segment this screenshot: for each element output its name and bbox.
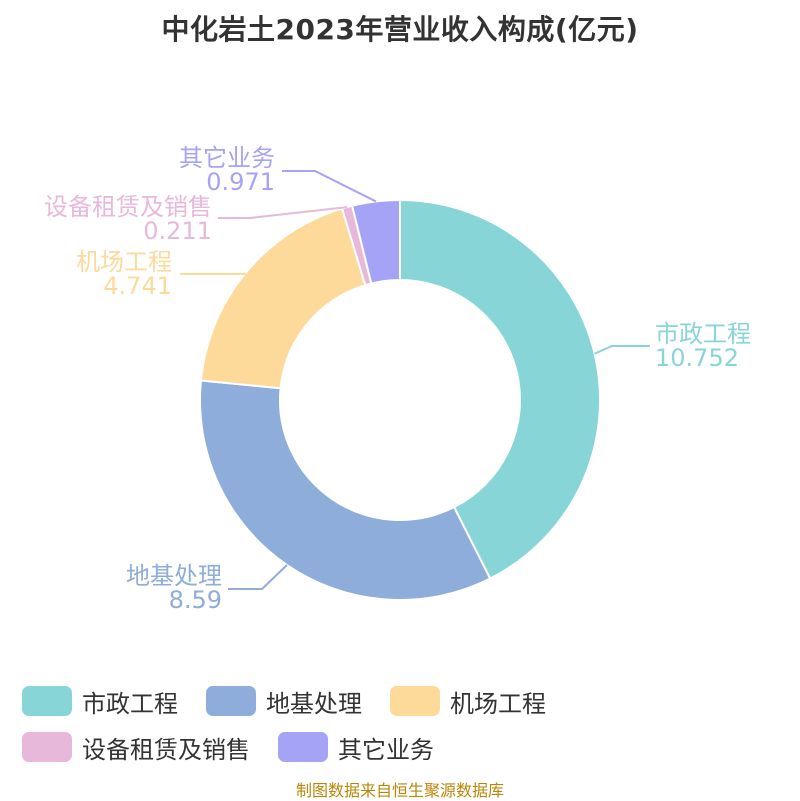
leader-line-3 bbox=[180, 272, 246, 275]
slice-value-3: 4.741 bbox=[103, 272, 172, 300]
legend-swatch bbox=[206, 686, 256, 716]
legend-swatch bbox=[278, 732, 328, 762]
data-source-note: 制图数据来自恒生聚源数据库 bbox=[295, 781, 504, 800]
slice-value-2: 8.59 bbox=[169, 586, 222, 614]
chart-legend: 市政工程 地基处理 机场工程设备租赁及销售 其它业务 bbox=[22, 684, 792, 764]
slice-label-2: 地基处理 bbox=[126, 562, 222, 590]
legend-item-2[interactable]: 地基处理 bbox=[206, 684, 362, 718]
donut-slice-3[interactable] bbox=[199, 207, 367, 390]
legend-item-1[interactable]: 市政工程 bbox=[22, 684, 178, 718]
slice-value-4: 0.211 bbox=[143, 217, 212, 245]
slice-label-4: 设备租赁及销售 bbox=[44, 193, 212, 221]
leader-line-5 bbox=[282, 170, 377, 203]
leader-line-2 bbox=[228, 564, 288, 590]
slice-label-5: 其它业务 bbox=[179, 144, 275, 172]
legend-label: 市政工程 bbox=[82, 689, 178, 718]
slice-label-1: 市政工程 bbox=[655, 320, 751, 348]
donut-slice-1[interactable] bbox=[399, 198, 601, 580]
legend-label: 机场工程 bbox=[450, 689, 546, 718]
legend-item-5[interactable]: 其它业务 bbox=[278, 730, 434, 764]
donut-slice-2[interactable] bbox=[199, 379, 492, 601]
legend-label: 其它业务 bbox=[338, 735, 434, 764]
leader-line-1 bbox=[594, 345, 650, 355]
slice-value-1: 10.752 bbox=[655, 344, 739, 372]
slice-value-5: 0.971 bbox=[206, 168, 275, 196]
legend-swatch bbox=[22, 732, 72, 762]
slice-label-3: 机场工程 bbox=[76, 248, 172, 276]
donut-slice-5[interactable] bbox=[350, 198, 401, 285]
legend-swatch bbox=[390, 686, 440, 716]
legend-item-4[interactable]: 设备租赁及销售 bbox=[22, 730, 250, 764]
legend-swatch bbox=[22, 686, 72, 716]
legend-item-3[interactable]: 机场工程 bbox=[390, 684, 546, 718]
chart-title: 中化岩土2023年营业收入构成(亿元) bbox=[161, 13, 639, 46]
legend-label: 地基处理 bbox=[266, 689, 362, 718]
legend-label: 设备租赁及销售 bbox=[82, 735, 250, 764]
leader-line-4 bbox=[218, 206, 348, 219]
